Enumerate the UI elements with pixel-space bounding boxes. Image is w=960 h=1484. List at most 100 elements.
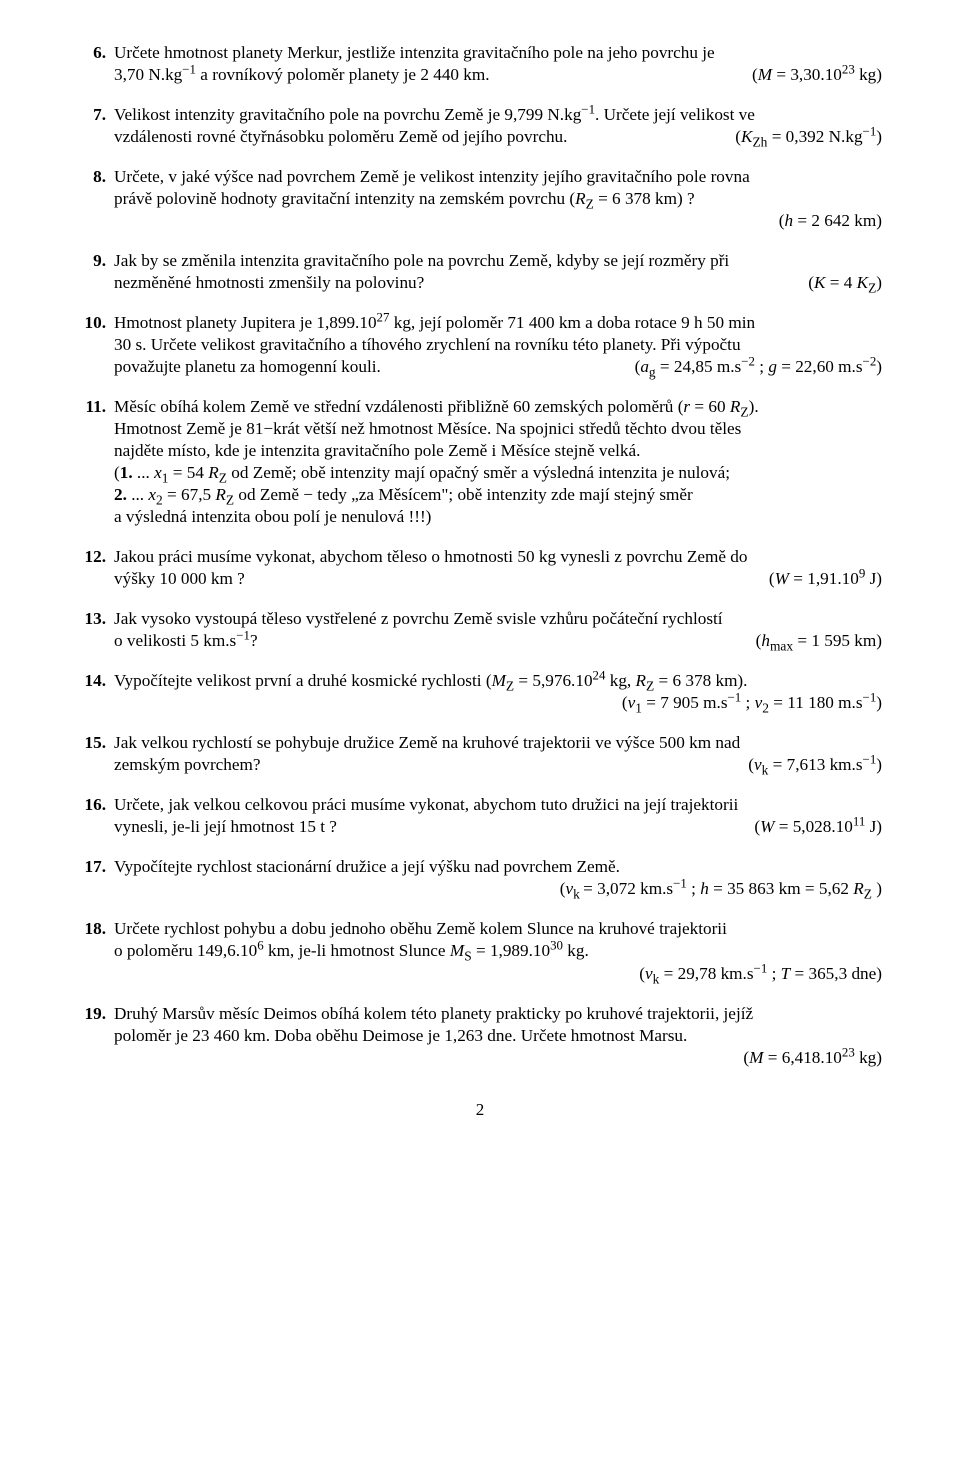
text: ?	[250, 631, 258, 650]
var: x	[154, 463, 162, 482]
exercise-10: 10. Hmotnost planety Jupitera je 1,899.1…	[78, 312, 882, 378]
text: od Země; obě intenzity mají opačný směr …	[227, 463, 730, 482]
var: R	[215, 485, 226, 504]
text-line: považujte planetu za homogenní kouli.	[114, 356, 623, 378]
text: Vypočítejte velikost první a druhé kosmi…	[114, 671, 492, 690]
page-number: 2	[78, 1099, 882, 1121]
var: x	[148, 485, 156, 504]
text: Velikost intenzity gravitačního pole na …	[114, 105, 581, 124]
label: 1.	[120, 463, 133, 482]
var: v	[645, 964, 653, 983]
text-line: výšky 10 000 km ?	[114, 568, 757, 590]
var: T	[781, 964, 791, 983]
exercise-body: Jakou práci musíme vykonat, abychom těle…	[114, 546, 882, 590]
text-line: Jak by se změnila intenzita gravitačního…	[114, 250, 882, 272]
var: R	[730, 397, 741, 416]
text: ...	[127, 485, 148, 504]
text: = 67,5	[163, 485, 216, 504]
text: o velikosti 5 km.s	[114, 631, 236, 650]
subscript: Z	[864, 887, 872, 902]
exponent: 30	[550, 939, 563, 953]
text: = 3,30.10	[772, 65, 842, 84]
text: = 1,91.10	[789, 569, 859, 588]
exponent: −2	[741, 354, 755, 368]
text: = 365,3 dne)	[790, 964, 882, 983]
var: R	[208, 463, 219, 482]
exercise-body: Jak by se změnila intenzita gravitačního…	[114, 250, 882, 294]
text-line: poloměr je 23 460 km. Doba oběhu Deimose…	[114, 1025, 882, 1047]
text: )	[876, 693, 882, 712]
text-line: Jak velkou rychlostí se pohybuje družice…	[114, 732, 882, 754]
var: v	[565, 879, 573, 898]
text-line: Velikost intenzity gravitačního pole na …	[114, 104, 882, 126]
exercise-11: 11. Měsíc obíhá kolem Země ve střední vz…	[78, 396, 882, 528]
exercise-body: Určete hmotnost planety Merkur, jestliže…	[114, 42, 882, 86]
text: km, je-li hmotnost Slunce	[264, 941, 450, 960]
var: M	[492, 671, 506, 690]
exponent: −1	[673, 877, 687, 891]
text: 3,70 N.kg	[114, 65, 182, 84]
subscript: Zh	[752, 134, 767, 149]
label: 2.	[114, 485, 127, 504]
text-line: Vypočítejte rychlost stacionární družice…	[114, 856, 882, 878]
text: ;	[741, 693, 754, 712]
var: M	[758, 65, 772, 84]
text-line: 3,70 N.kg−1 a rovníkový poloměr planety …	[114, 64, 740, 86]
text: kg, její poloměr 71 400 km a doba rotace…	[389, 313, 755, 332]
var: K	[857, 273, 868, 292]
exponent: −1	[863, 124, 877, 138]
subscript: k	[573, 887, 583, 902]
var: W	[760, 817, 774, 836]
exercise-number: 12.	[78, 546, 114, 590]
subscript: Z	[740, 405, 748, 420]
subscript: g	[649, 365, 656, 380]
exercise-number: 15.	[78, 732, 114, 776]
solution-line-3: a výsledná intenzita obou polí je nenulo…	[114, 506, 882, 528]
text: = 24,85 m.s	[656, 357, 742, 376]
subscript: S	[464, 949, 471, 964]
exercise-number: 7.	[78, 104, 114, 148]
exercise-15: 15. Jak velkou rychlostí se pohybuje dru…	[78, 732, 882, 776]
exercise-number: 11.	[78, 396, 114, 528]
answer: (M = 6,418.1023 kg)	[114, 1047, 882, 1069]
text: )	[876, 127, 882, 146]
var: R	[853, 879, 864, 898]
exercise-number: 9.	[78, 250, 114, 294]
text: kg)	[855, 65, 882, 84]
text: = 35 863 km = 5,62	[709, 879, 853, 898]
text: = 6 378 km).	[654, 671, 747, 690]
text-line: nezměněné hmotnosti zmenšily na polovinu…	[114, 272, 796, 294]
exponent: 23	[842, 1045, 855, 1059]
exponent: 27	[377, 310, 390, 324]
text-line: Určete hmotnost planety Merkur, jestliže…	[114, 42, 882, 64]
subscript: Z	[506, 679, 514, 694]
text: J)	[865, 817, 882, 836]
answer: (W = 1,91.109 J)	[757, 568, 882, 590]
text-line: zemským povrchem?	[114, 754, 736, 776]
answer: (vk = 7,613 km.s−1)	[736, 754, 882, 776]
text-line: Určete, v jaké výšce nad povrchem Země j…	[114, 166, 882, 188]
text: a rovníkový poloměr planety je 2 440 km.	[196, 65, 490, 84]
solution-line-2: 2. ... x2 = 67,5 RZ od Země − tedy „za M…	[114, 484, 882, 506]
subscript: max	[770, 639, 793, 654]
exercise-18: 18. Určete rychlost pohybu a dobu jednoh…	[78, 918, 882, 984]
text: = 5,028.10	[774, 817, 852, 836]
exponent: −1	[863, 753, 877, 767]
exponent: 23	[842, 62, 855, 76]
var: M	[749, 1048, 763, 1067]
exercise-14: 14. Vypočítejte velikost první a druhé k…	[78, 670, 882, 714]
text: = 6,418.10	[763, 1048, 841, 1067]
exercise-body: Vypočítejte rychlost stacionární družice…	[114, 856, 882, 900]
exponent: −1	[182, 62, 196, 76]
answer: (hmax = 1 595 km)	[744, 630, 882, 652]
var: v	[754, 755, 762, 774]
subscript: 1	[635, 701, 642, 716]
text: = 1,989.10	[472, 941, 550, 960]
text: ;	[755, 357, 768, 376]
exponent: −1	[754, 961, 768, 975]
exponent: −1	[863, 691, 877, 705]
text: )	[872, 879, 882, 898]
text: ).	[749, 397, 759, 416]
answer: (v1 = 7 905 m.s−1 ; v2 = 11 180 m.s−1)	[114, 692, 882, 714]
answer: (vk = 29,78 km.s−1 ; T = 365,3 dne)	[114, 963, 882, 985]
